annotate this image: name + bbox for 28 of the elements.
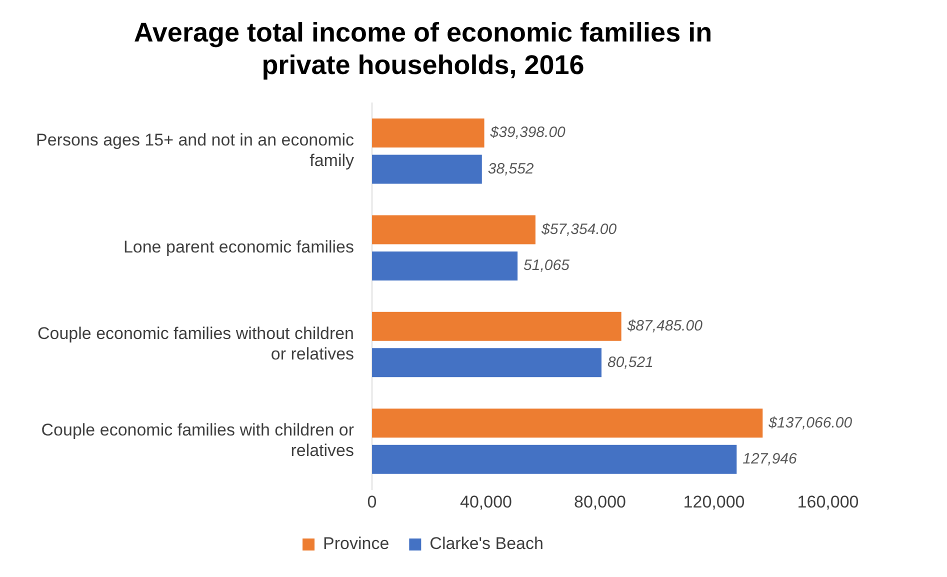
data-label: $137,066.00 bbox=[768, 414, 853, 432]
y-tick-label: Lone parent economic families bbox=[123, 238, 354, 257]
x-tick-label: 80,000 bbox=[574, 492, 626, 512]
bar bbox=[372, 251, 518, 280]
x-tick-label: 120,000 bbox=[683, 492, 745, 512]
data-label: $57,354.00 bbox=[540, 220, 618, 238]
data-label: 80,521 bbox=[607, 354, 654, 371]
bar bbox=[372, 312, 622, 341]
bar bbox=[372, 154, 482, 184]
data-label: $87,485.00 bbox=[626, 318, 704, 335]
x-tick-label: 40,000 bbox=[460, 492, 512, 512]
y-tick-label: Couple economic families without children or relatives bbox=[37, 324, 354, 364]
data-label: $39,398.00 bbox=[489, 124, 566, 142]
bar bbox=[372, 215, 536, 244]
chart-title: Average total income of economic families in private households, 2016 bbox=[134, 18, 712, 80]
data-label: 51,065 bbox=[524, 257, 570, 274]
y-tick-label: Couple economic families with children or relatives bbox=[41, 420, 354, 460]
data-label: 38,552 bbox=[488, 160, 534, 178]
bar bbox=[372, 408, 763, 438]
x-tick-label: 160,000 bbox=[797, 492, 859, 512]
data-label: 127,946 bbox=[742, 450, 798, 468]
bar bbox=[372, 348, 602, 378]
bar bbox=[372, 118, 484, 148]
y-tick-label: Persons ages 15+ and not in an economic family bbox=[36, 130, 355, 170]
x-tick-label: 0 bbox=[367, 492, 377, 512]
bar bbox=[372, 444, 737, 474]
legend-label: Clarke's Beach bbox=[430, 534, 544, 554]
legend-label: Province bbox=[323, 534, 390, 554]
